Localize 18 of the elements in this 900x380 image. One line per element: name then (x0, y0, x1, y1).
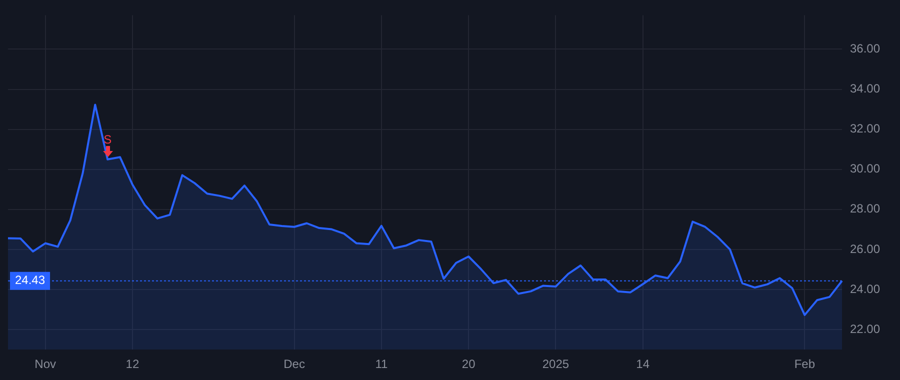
ref-line-label: 24.43 (15, 273, 46, 288)
y-tick-label: 34.00 (850, 82, 880, 96)
x-tick-label: 20 (462, 357, 476, 372)
y-tick-label: 36.00 (850, 42, 880, 56)
x-tick-label: Dec (284, 357, 305, 372)
x-tick-label: Feb (794, 357, 816, 372)
x-tick-label: 12 (126, 357, 140, 372)
y-tick-label: 26.00 (850, 242, 880, 256)
y-tick-label: 30.00 (850, 162, 880, 176)
x-tick-label: 2025 (542, 357, 570, 372)
y-tick-label: 28.00 (850, 202, 880, 216)
y-tick-label: 24.00 (850, 282, 880, 296)
y-tick-label: 22.00 (850, 322, 880, 336)
x-tick-label: Nov (34, 357, 56, 372)
annotation: S (104, 132, 112, 147)
y-tick-label: 32.00 (850, 122, 880, 136)
x-tick-label: 14 (636, 357, 650, 372)
x-tick-label: 11 (375, 357, 388, 372)
